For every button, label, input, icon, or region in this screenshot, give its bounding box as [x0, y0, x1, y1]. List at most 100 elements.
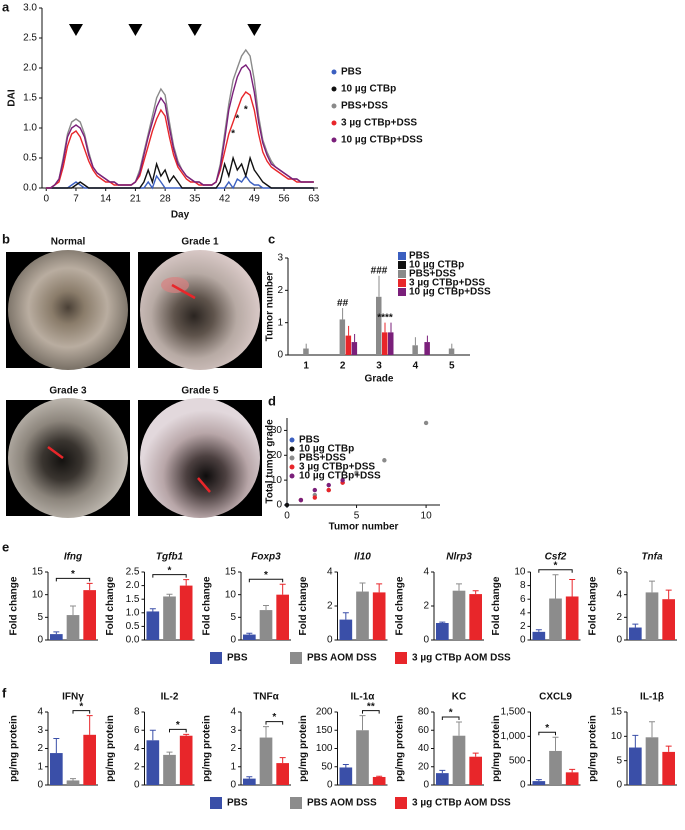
- legend-swatch: [395, 797, 407, 809]
- x-tick-label: 35: [189, 194, 201, 205]
- x-tick-label: 3: [376, 361, 382, 372]
- error-bar: [632, 623, 639, 628]
- chart-title: KC: [452, 692, 466, 703]
- bar: [388, 332, 394, 355]
- bar: [565, 772, 579, 785]
- y-tick-label: 10: [271, 475, 283, 486]
- bar: [50, 634, 63, 640]
- legend-swatch: [331, 137, 337, 143]
- y-tick-label: 4: [37, 707, 43, 718]
- y-tick-label: 0: [37, 635, 43, 646]
- legend-label: PBS: [341, 67, 362, 78]
- point: [326, 487, 331, 493]
- panel-label: d: [268, 393, 276, 408]
- bar: [351, 342, 358, 355]
- legend-label: PBS: [299, 435, 320, 446]
- error-bar: [439, 621, 446, 623]
- error-bar: [70, 605, 76, 616]
- error-bar: [86, 582, 93, 591]
- y-axis-label: pg/mg protein: [395, 715, 406, 782]
- y-tick-label: 2: [134, 761, 140, 772]
- y-tick-label: 2.0: [23, 63, 37, 74]
- error-bar: [279, 583, 286, 595]
- error-bar: [149, 729, 156, 741]
- significance: *: [176, 720, 180, 731]
- y-tick-label: 15: [225, 567, 237, 578]
- x-tick-label: 14: [100, 194, 112, 205]
- bar: [376, 296, 382, 355]
- error-bar: [569, 578, 576, 597]
- x-tick-label: 49: [249, 194, 261, 205]
- legend-label: 10 µg CTBp: [299, 444, 354, 455]
- y-tick-label: 2: [230, 743, 236, 754]
- error-bar: [342, 612, 349, 620]
- x-tick-label: 5: [449, 361, 455, 372]
- legend-swatch: [331, 103, 337, 109]
- bracket: [538, 569, 573, 573]
- bracket: [72, 710, 91, 714]
- bar: [448, 348, 455, 355]
- legend-label: 3 µg CTBp+DSS: [341, 118, 417, 129]
- error-bar: [166, 593, 173, 597]
- significance: ##: [337, 298, 349, 309]
- significance: *: [168, 565, 172, 576]
- bar: [356, 591, 369, 640]
- bar: [549, 750, 562, 785]
- y-tick-label: 5: [230, 612, 236, 623]
- bracket: [265, 721, 284, 725]
- x-axis-label: Grade: [365, 374, 394, 385]
- point: [312, 487, 318, 493]
- y-tick-label: 0: [230, 780, 236, 791]
- y-tick-label: 2.5: [126, 567, 140, 578]
- panel-label: a: [2, 0, 10, 14]
- bar: [243, 778, 256, 785]
- legend-swatch: [398, 270, 406, 278]
- image-label: Grade 3: [49, 386, 87, 397]
- arrow: [197, 477, 211, 493]
- error-bar: [632, 734, 639, 748]
- y-tick-label: 10: [225, 589, 237, 600]
- arrow: [47, 445, 64, 460]
- legend-label: 3 µg CTBp AOM DSS: [412, 653, 511, 664]
- y-tick-label: 1.5: [23, 93, 37, 104]
- y-axis-label: pg/mg protein: [202, 715, 213, 782]
- significance: *: [71, 569, 75, 580]
- bar: [629, 627, 642, 640]
- error-bar: [376, 583, 383, 593]
- bar: [276, 594, 289, 640]
- y-axis-label: pg/mg protein: [491, 715, 502, 782]
- legend-label: 10 µg CTBp+DSS: [341, 135, 423, 146]
- y-axis-label: Total tumor grade: [265, 419, 276, 504]
- y-tick-label: 6: [616, 567, 622, 578]
- bar: [436, 773, 449, 785]
- chart-title: IFNγ: [62, 692, 84, 703]
- error-bar: [552, 736, 559, 751]
- point: [312, 495, 318, 500]
- bar: [662, 599, 675, 640]
- legend-swatch: [289, 473, 295, 479]
- y-axis-label: DAI: [7, 89, 18, 106]
- y-tick-label: 0: [423, 635, 429, 646]
- bar: [532, 781, 546, 785]
- x-tick-label: 1: [303, 361, 309, 372]
- y-tick-label: 6: [134, 725, 140, 736]
- bar: [565, 596, 579, 640]
- legend-swatch: [331, 120, 337, 126]
- bar: [163, 596, 176, 640]
- error-bar: [359, 582, 366, 592]
- y-tick-label: 4: [520, 607, 526, 618]
- line-series: [46, 91, 314, 189]
- y-tick-label: 20: [271, 450, 283, 461]
- legend-label: 3 µg CTBp+DSS: [299, 462, 375, 473]
- legend-label: 10 µg CTBp+DSS: [409, 287, 491, 298]
- error-bar: [472, 752, 479, 757]
- endoscopy-image: [140, 398, 260, 518]
- y-tick-label: 500: [509, 755, 526, 766]
- bar: [179, 735, 193, 785]
- point: [298, 497, 304, 503]
- y-tick-label: 8: [134, 707, 140, 718]
- y-tick-label: 1.0: [23, 123, 37, 134]
- x-tick-label: 56: [278, 194, 290, 205]
- bracket: [55, 577, 91, 582]
